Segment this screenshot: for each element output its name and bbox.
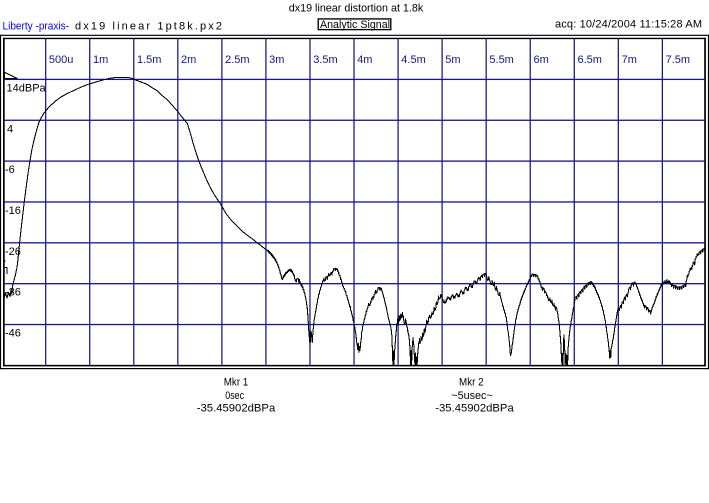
svg-text:500u: 500u: [49, 54, 73, 66]
svg-text:2m: 2m: [181, 54, 196, 66]
svg-text:-46: -46: [5, 328, 21, 340]
svg-text:7.5m: 7.5m: [666, 54, 690, 66]
svg-text:Liberty -praxis-: Liberty -praxis-: [3, 20, 70, 32]
svg-text:1m: 1m: [93, 54, 108, 66]
svg-text:acq: 10/24/2004 11:15:28 AM: acq: 10/24/2004 11:15:28 AM: [555, 18, 702, 30]
svg-text:Mkr 1: Mkr 1: [224, 377, 249, 389]
svg-text:Mkr 2: Mkr 2: [459, 377, 484, 389]
svg-text:14dBPa: 14dBPa: [7, 82, 47, 94]
svg-text:Analytic Signal: Analytic Signal: [320, 19, 390, 31]
svg-text:-36: -36: [5, 287, 21, 299]
svg-text:-35.45902dBPa: -35.45902dBPa: [197, 403, 276, 415]
svg-text:~5usec~: ~5usec~: [451, 390, 493, 402]
svg-text:-16: -16: [5, 205, 21, 217]
svg-text:-26: -26: [5, 246, 21, 258]
svg-text:1.5m: 1.5m: [137, 54, 161, 66]
svg-text:3m: 3m: [269, 54, 284, 66]
svg-text:7m: 7m: [622, 54, 637, 66]
svg-text:5.5m: 5.5m: [489, 54, 513, 66]
svg-text:dx19 linear distortion at 1.8k: dx19 linear distortion at 1.8k: [289, 2, 424, 14]
svg-text:6m: 6m: [534, 54, 549, 66]
svg-text:4.5m: 4.5m: [401, 54, 425, 66]
svg-text:0sec: 0sec: [225, 390, 244, 402]
svg-text:6.5m: 6.5m: [578, 54, 602, 66]
svg-text:4: 4: [7, 123, 13, 135]
svg-text:2.5m: 2.5m: [225, 54, 249, 66]
svg-text:5m: 5m: [445, 54, 460, 66]
svg-text:4m: 4m: [357, 54, 372, 66]
svg-text:-35.45902dBPa: -35.45902dBPa: [435, 403, 514, 415]
svg-text:3.5m: 3.5m: [313, 54, 337, 66]
svg-text:-6: -6: [5, 164, 15, 176]
